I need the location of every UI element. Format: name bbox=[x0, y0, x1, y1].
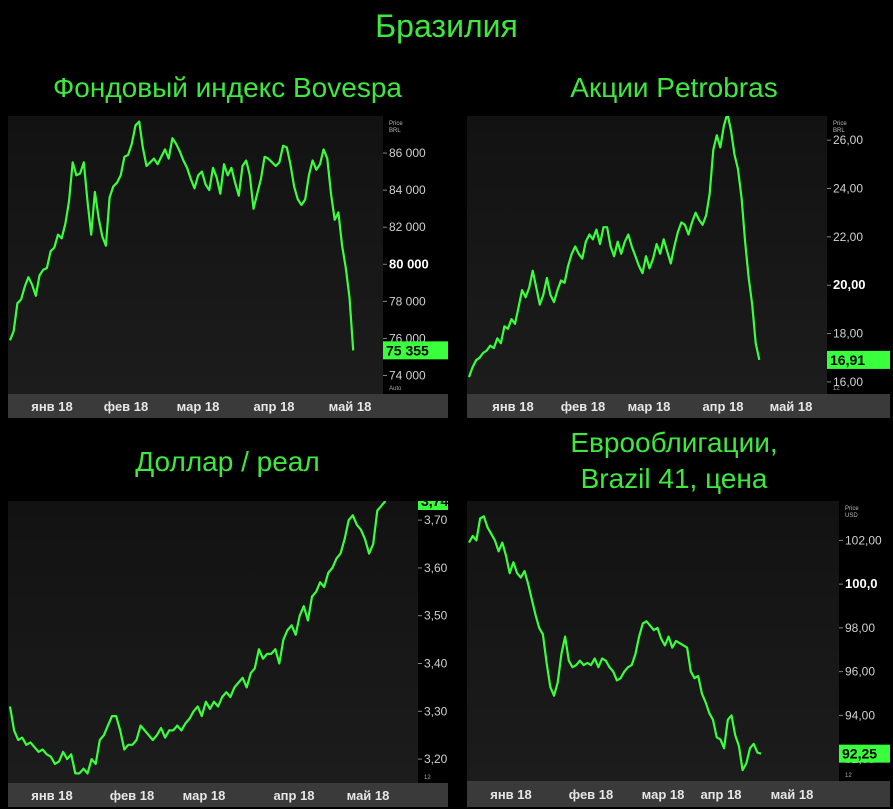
y-tick-label: 78 000 bbox=[389, 294, 426, 308]
chart-eurobond: 102,00100,098,0096,0094,0092,00PriceUSD1… bbox=[467, 501, 890, 807]
series-line bbox=[468, 515, 762, 772]
y-tick-label: 74 000 bbox=[389, 368, 426, 382]
chart-title-usdbrl: Доллар / реал bbox=[135, 446, 320, 477]
last-value-badge bbox=[827, 350, 890, 369]
x-tick-label: янв 18 bbox=[31, 399, 73, 414]
y-tick-label: 80 000 bbox=[389, 256, 429, 271]
y-axis-band bbox=[418, 501, 448, 783]
currency-label: Price bbox=[389, 121, 403, 127]
x-tick-label: май 18 bbox=[347, 788, 390, 803]
x-tick-label: апр 18 bbox=[700, 787, 741, 802]
y-tick-label: 3,50 bbox=[424, 609, 448, 623]
y-tick-label: 20,00 bbox=[833, 277, 866, 292]
chart-panel-eurobond: 102,00100,098,0096,0094,0092,00PriceUSD1… bbox=[467, 501, 890, 807]
x-tick-label: май 18 bbox=[329, 399, 372, 414]
chart-title-eurobond-line1: Еврооблигации, bbox=[570, 427, 778, 458]
last-value-label: 75 355 bbox=[386, 342, 429, 358]
last-value-badge bbox=[383, 341, 448, 360]
x-tick-label: янв 18 bbox=[490, 787, 532, 802]
x-axis-band bbox=[467, 394, 890, 418]
y-tick-label: 3,40 bbox=[424, 657, 448, 671]
x-tick-label: апр 18 bbox=[253, 399, 294, 414]
x-tick-label: апр 18 bbox=[273, 788, 314, 803]
y-tick-label: 16,00 bbox=[833, 375, 863, 389]
x-tick-label: мар 18 bbox=[628, 399, 671, 414]
x-tick-label: мар 18 bbox=[642, 787, 685, 802]
y-axis-band bbox=[839, 501, 890, 781]
last-value-label: 92,25 bbox=[842, 746, 877, 762]
y-tick-label: 102,00 bbox=[845, 533, 882, 547]
x-axis-band bbox=[467, 781, 890, 807]
plot-area bbox=[467, 501, 839, 781]
x-tick-label: фев 18 bbox=[569, 787, 614, 802]
chart-title-eurobond: Еврооблигации, Brazil 41, цена bbox=[455, 425, 893, 497]
y-tick-label: 98,00 bbox=[845, 621, 875, 635]
chart-title-eurobond-line2: Brazil 41, цена bbox=[580, 463, 768, 494]
chart-title-petrobras: Акции Petrobras bbox=[570, 72, 778, 103]
y-tick-label: 22,00 bbox=[833, 230, 863, 244]
footer-tag: Auto bbox=[389, 386, 402, 392]
chart-usdbrl: 3,70 3,60 3,50 3,40 3,30 3,20 12 янв 18 фев 18 ма… bbox=[8, 501, 448, 807]
y-tick-label: 18,00 bbox=[833, 327, 863, 341]
last-value-label: 16,91 bbox=[830, 352, 865, 368]
footer-tag: 12 bbox=[833, 386, 840, 392]
last-value-badge bbox=[839, 744, 890, 763]
currency-label: BRL bbox=[833, 128, 845, 134]
y-tick-label: 3,30 bbox=[424, 704, 448, 718]
y-tick-label: 3,70 bbox=[424, 513, 448, 527]
footer-tag: 12 bbox=[424, 775, 431, 781]
series-line bbox=[8, 120, 355, 351]
y-tick-label: 26,00 bbox=[833, 133, 863, 147]
currency-label: BRL bbox=[389, 128, 401, 134]
series-line bbox=[467, 116, 761, 378]
currency-label: USD bbox=[845, 513, 858, 519]
y-tick-label: 94,00 bbox=[845, 708, 875, 722]
x-tick-label: фев 18 bbox=[104, 399, 149, 414]
last-value-label: 3,74 bbox=[421, 501, 448, 509]
x-tick-label: фев 18 bbox=[110, 788, 155, 803]
x-tick-label: апр 18 bbox=[702, 399, 743, 414]
y-tick-label: 100,0 bbox=[845, 576, 878, 591]
plot-area bbox=[467, 116, 827, 394]
page-title: Бразилия bbox=[375, 8, 518, 44]
chart-title-bovespa: Фондовый индекс Bovespa bbox=[53, 72, 402, 103]
chart-panel-bovespa: 86 000 84 000 82 000 80 000 78 000 76 000 74 0… bbox=[8, 116, 448, 418]
y-tick-label: 3,60 bbox=[424, 561, 448, 575]
chart-panel-petrobras: 26,00 24,00 22,00 20,00 18,00 16,00 Price BRL 12… bbox=[467, 116, 890, 418]
x-tick-label: мар 18 bbox=[183, 788, 226, 803]
y-tick-label: 82 000 bbox=[389, 220, 426, 234]
plot-area bbox=[8, 501, 418, 783]
y-tick-label: 86 000 bbox=[389, 146, 426, 160]
x-tick-label: май 18 bbox=[770, 399, 813, 414]
x-tick-label: мар 18 bbox=[177, 399, 220, 414]
x-tick-label: май 18 bbox=[771, 787, 814, 802]
footer-tag: 12 bbox=[845, 773, 852, 779]
chart-panel-usdbrl: 3,70 3,60 3,50 3,40 3,30 3,20 12 янв 18 фев 18 ма… bbox=[8, 501, 448, 807]
last-value-badge bbox=[418, 501, 448, 510]
x-axis-band bbox=[8, 783, 448, 807]
y-axis-band bbox=[827, 116, 890, 394]
currency-label: Price bbox=[845, 506, 859, 512]
x-axis-band bbox=[8, 394, 448, 418]
x-tick-label: фев 18 bbox=[561, 399, 606, 414]
y-tick-label: 96,00 bbox=[845, 665, 875, 679]
y-tick-label: 24,00 bbox=[833, 182, 863, 196]
y-tick-label: 84 000 bbox=[389, 183, 426, 197]
currency-label: Price bbox=[833, 121, 847, 127]
x-tick-label: янв 18 bbox=[492, 399, 534, 414]
series-line bbox=[8, 501, 387, 775]
y-tick-label: 3,20 bbox=[424, 752, 448, 766]
x-tick-label: янв 18 bbox=[31, 788, 73, 803]
